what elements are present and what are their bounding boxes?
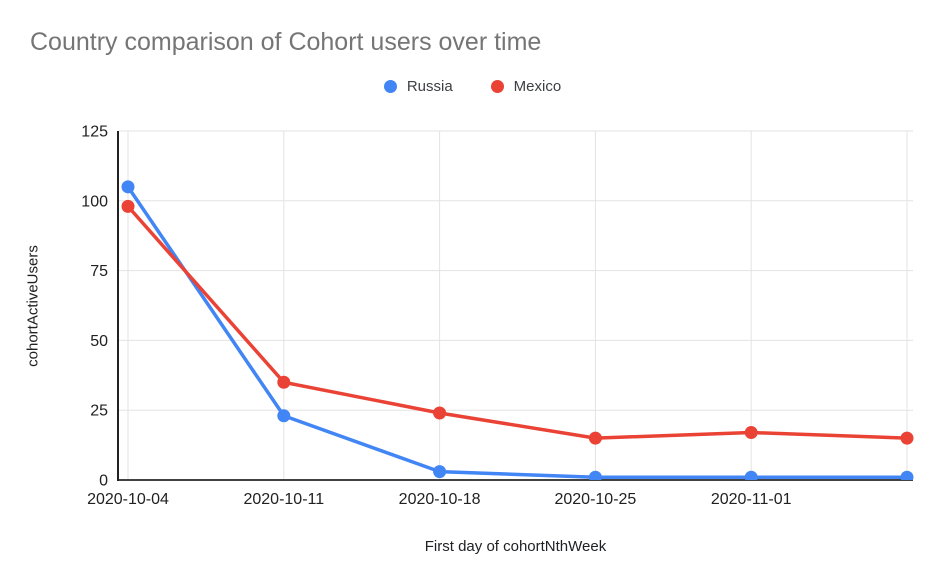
legend-item-russia: Russia <box>383 78 453 95</box>
data-point-mexico <box>900 431 914 445</box>
y-tick-label: 125 <box>81 124 108 141</box>
data-point-mexico <box>433 406 447 420</box>
y-tick-label: 0 <box>99 473 108 490</box>
y-tick-label: 25 <box>90 403 108 420</box>
data-point-russia <box>744 470 758 480</box>
x-tick-label: 2020-10-04 <box>87 491 169 508</box>
legend-swatch-icon <box>383 80 397 93</box>
y-axis-title: cohortActiveUsers <box>24 245 42 367</box>
data-point-russia <box>433 465 447 479</box>
legend-swatch-icon <box>490 80 504 93</box>
x-tick-label: 2020-10-11 <box>243 491 324 508</box>
data-point-russia <box>588 470 602 480</box>
y-tick-label: 100 <box>81 193 108 210</box>
x-tick-label: 2020-11-01 <box>711 491 792 508</box>
data-point-russia <box>900 470 914 480</box>
y-tick-label: 50 <box>90 333 108 350</box>
chart-legend: Russia Mexico <box>0 78 945 95</box>
x-axis-title: First day of cohortNthWeek <box>424 538 607 555</box>
data-point-russia <box>121 180 135 194</box>
data-point-russia <box>277 409 291 423</box>
legend-label: Mexico <box>513 78 562 95</box>
legend-label: Russia <box>406 78 453 95</box>
series-line-mexico <box>126 204 909 440</box>
x-tick-label: 2020-10-25 <box>554 491 636 508</box>
x-tick-label: 2020-10-18 <box>399 491 481 508</box>
data-point-mexico <box>121 199 135 213</box>
data-point-mexico <box>588 431 602 445</box>
data-point-mexico <box>744 426 758 440</box>
legend-item-mexico: Mexico <box>490 78 562 95</box>
chart-title: Country comparison of Cohort users over … <box>30 28 542 56</box>
data-point-mexico <box>277 375 291 389</box>
series-line-russia <box>126 185 909 479</box>
y-tick-label: 75 <box>90 263 108 280</box>
